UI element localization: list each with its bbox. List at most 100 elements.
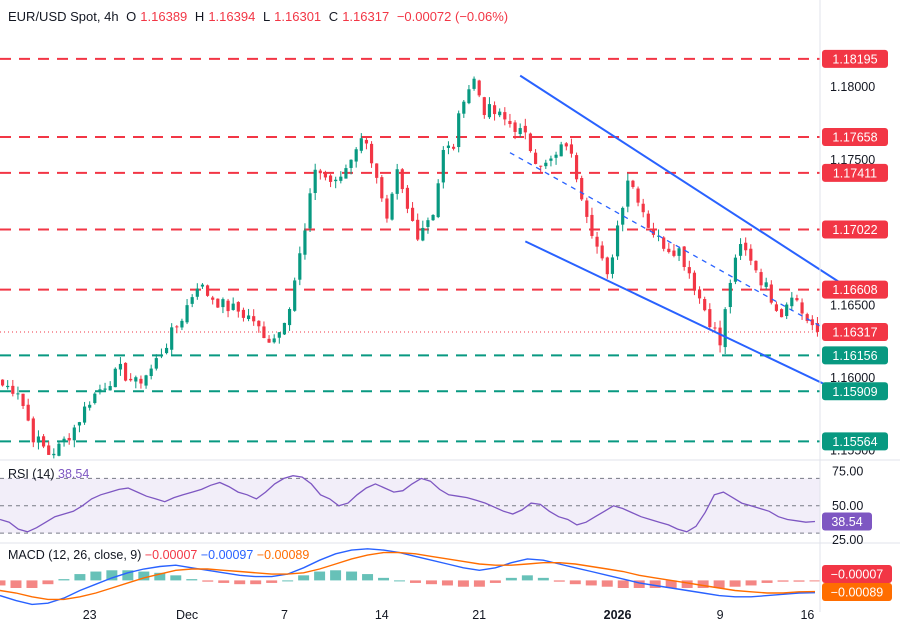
rsi-line xyxy=(0,475,816,533)
macd-histogram-bar xyxy=(553,580,565,582)
candle-body xyxy=(713,327,717,329)
candle-body xyxy=(523,125,527,133)
candle-body xyxy=(98,389,102,393)
candle-body xyxy=(405,187,410,209)
resistance-label-box xyxy=(822,49,888,68)
macd-header: MACD (12, 26, close, 9) −0.00007 −0.0009… xyxy=(8,548,309,562)
candle-body xyxy=(631,180,635,188)
macd-hist-box xyxy=(822,565,892,583)
candle-body xyxy=(677,248,681,256)
macd-histogram-bar xyxy=(473,580,485,587)
open-label: O xyxy=(126,9,137,24)
candle-body xyxy=(682,246,686,268)
macd-histogram-bar xyxy=(234,580,246,585)
candle-body xyxy=(749,248,753,261)
support-label-box xyxy=(822,432,888,451)
candle-body xyxy=(246,315,251,320)
candle-body xyxy=(328,175,333,182)
rsi-tick-label: 50.00 xyxy=(832,499,863,513)
close-value: 1.16317 xyxy=(342,9,390,24)
candle-body xyxy=(636,188,640,203)
candle-body xyxy=(549,158,553,161)
candle-body xyxy=(533,152,538,164)
candle-body xyxy=(410,207,415,221)
macd-histogram-bar xyxy=(314,571,326,581)
candle-body xyxy=(805,314,809,321)
candle-body xyxy=(498,111,502,116)
candle-body xyxy=(554,154,558,158)
candle-body xyxy=(436,183,440,218)
macd-signal-line xyxy=(0,551,816,601)
candle-body xyxy=(482,97,486,116)
candle-body xyxy=(605,257,609,275)
macd-histogram-bar xyxy=(330,570,342,581)
x-tick-label: 2026 xyxy=(604,608,632,622)
macd-histogram-bar xyxy=(617,580,629,588)
macd-histogram-bar xyxy=(90,571,102,581)
candle-body xyxy=(718,327,722,346)
candle-body xyxy=(205,285,210,296)
candle-body xyxy=(513,122,517,132)
candle-body xyxy=(421,227,425,241)
candle-body xyxy=(88,404,92,408)
candle-body xyxy=(26,404,30,421)
macd-histogram-bar xyxy=(378,577,390,581)
candle-body xyxy=(262,326,266,339)
change-value: −0.00072 (−0.06%) xyxy=(396,9,509,24)
candle-body xyxy=(667,248,671,253)
candle-body xyxy=(800,302,804,314)
macd-histogram-bar xyxy=(633,580,645,588)
candle-body xyxy=(103,388,107,390)
candle-body xyxy=(67,437,71,441)
candle-body xyxy=(790,297,794,307)
macd-histogram-bar xyxy=(186,579,198,581)
candle-body xyxy=(216,298,220,308)
candle-body xyxy=(754,260,758,271)
candle-body xyxy=(610,257,615,274)
macd-histogram-bar xyxy=(745,580,757,586)
rsi-value-box xyxy=(822,512,872,531)
resistance-label: 1.16608 xyxy=(832,283,877,297)
candle-body xyxy=(11,385,15,394)
price-tick-label: 1.16500 xyxy=(830,298,875,312)
candle-body xyxy=(282,322,287,335)
candle-body xyxy=(492,105,497,115)
candle-body xyxy=(795,298,799,301)
rsi-tick-label: 75.00 xyxy=(832,465,863,479)
candle-body xyxy=(6,385,10,388)
candle-body xyxy=(703,299,707,311)
support-label-box xyxy=(822,382,888,401)
macd-signal-label: −0.00089 xyxy=(831,586,884,600)
macd-signal-value: −0.00089 xyxy=(256,548,310,562)
candle-body xyxy=(123,362,128,381)
macd-histogram-bar xyxy=(585,580,597,586)
candle-body xyxy=(57,443,61,456)
price-labels: 1.18195 1.17658 1.17411 1.17022 1.16608 1.161… xyxy=(822,49,892,601)
macd-histogram-bar xyxy=(218,580,230,583)
candle-body xyxy=(574,155,579,180)
x-tick-label: 21 xyxy=(472,608,486,622)
macd-histogram-bar xyxy=(170,575,182,581)
candle-body xyxy=(154,358,158,369)
macd-histogram-bar xyxy=(394,580,405,582)
candle-body xyxy=(472,78,476,89)
macd-histogram-bar xyxy=(441,580,453,586)
candle-body xyxy=(416,219,420,240)
open-value: 1.16389 xyxy=(140,9,188,24)
macd-histogram-bar xyxy=(729,580,741,587)
rsi-tick-label: 25.00 xyxy=(832,533,863,547)
resistance-label: 1.18195 xyxy=(832,52,877,66)
candle-body xyxy=(334,179,338,182)
candle-body xyxy=(303,230,307,255)
candle-body xyxy=(195,288,199,297)
macd-histogram-bar xyxy=(26,580,38,588)
candle-body xyxy=(672,250,676,256)
candle-body xyxy=(457,113,461,148)
resistance-label: 1.17411 xyxy=(833,166,877,180)
candle-body xyxy=(544,162,548,167)
candle-body xyxy=(82,406,87,423)
candle-body xyxy=(723,309,727,348)
macd-histogram-bar xyxy=(202,580,214,582)
candle-body xyxy=(508,121,512,125)
support-label: 1.15909 xyxy=(832,385,877,399)
